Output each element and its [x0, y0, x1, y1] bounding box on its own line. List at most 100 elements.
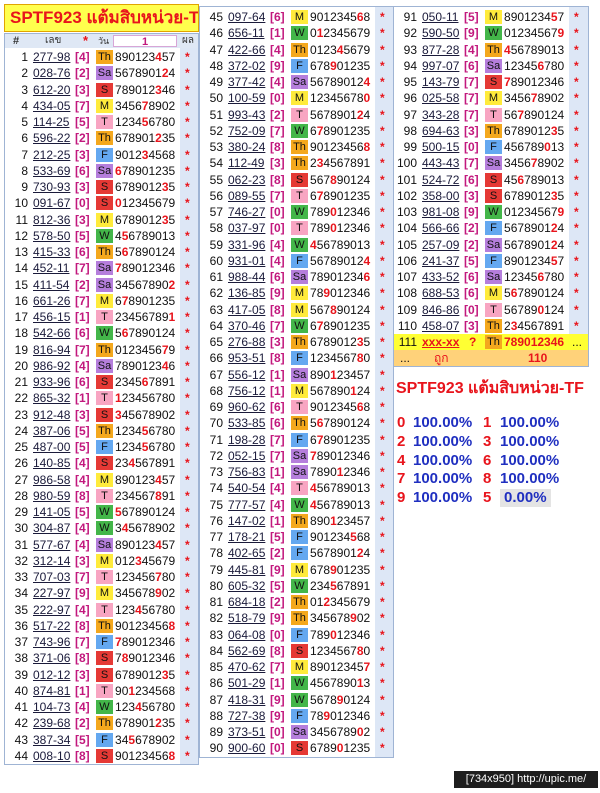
day-badge: W — [291, 676, 308, 691]
table-row: 62 136-85 [9] M 789012346 * — [195, 285, 391, 301]
header-filter-box: 1 — [113, 35, 177, 48]
bracket-digit: [2] — [464, 221, 479, 236]
table-row: 2 028-76 [2] Sa 567890124 * — [0, 65, 196, 81]
draw-code: 993-43 — [228, 107, 266, 122]
bracket-digit: [7] — [270, 432, 285, 447]
hit-mark: * — [185, 212, 190, 227]
digit-string: 012345679 — [310, 595, 371, 609]
stat-digit: 7 — [397, 470, 406, 488]
day-badge: M — [485, 10, 502, 24]
digit-string: 567890124 — [310, 75, 371, 89]
bracket-digit: [3] — [75, 553, 90, 568]
hit-mark: * — [380, 465, 385, 479]
hit-mark: * — [380, 91, 385, 106]
draw-code: 933-96 — [33, 375, 71, 389]
hit-mark: * — [380, 546, 385, 561]
bracket-digit: [3] — [464, 318, 479, 333]
row-number: 9 — [21, 180, 28, 194]
row-number: 58 — [209, 221, 223, 236]
day-badge: S — [96, 375, 113, 389]
bracket-digit: [7] — [270, 123, 285, 138]
table-row: 105 257-09 [2] Sa 567890124 * — [389, 237, 585, 253]
day-badge: T — [485, 107, 502, 122]
day-badge: Sa — [291, 448, 308, 463]
hit-column-strip — [569, 7, 588, 334]
bracket-digit: [5] — [75, 228, 90, 243]
bracket-digit: [4] — [75, 602, 90, 617]
hit-mark: * — [380, 676, 385, 691]
digit-string: 345678902 — [504, 156, 565, 171]
hit-mark: * — [380, 562, 385, 577]
day-badge: F — [291, 351, 308, 366]
stat-digit: 8 — [483, 470, 492, 488]
digit-string: 789012346 — [115, 261, 176, 276]
bracket-digit: [0] — [270, 741, 285, 756]
bracket-digit: [2] — [270, 595, 285, 609]
hit-mark: * — [185, 391, 190, 406]
day-badge: F — [96, 732, 113, 747]
digit-string: 345678902 — [115, 732, 176, 747]
digit-string: 567890124 — [504, 302, 565, 317]
draw-code: 458-07 — [422, 318, 460, 333]
digit-string: 234567891 — [115, 488, 176, 503]
row-number: 70 — [209, 416, 223, 431]
digit-string: 678901235 — [504, 123, 565, 138]
row-number: 26 — [14, 456, 28, 471]
day-badge: M — [96, 98, 113, 113]
table-row: 109 846-86 [0] T 567890124 * — [389, 302, 585, 318]
draw-code: 050-11 — [422, 10, 459, 24]
hit-mark: * — [380, 270, 385, 284]
digit-string: 890123457 — [504, 10, 565, 24]
bracket-digit: [9] — [270, 58, 285, 73]
hit-mark: * — [380, 530, 385, 544]
day-badge: M — [485, 91, 502, 106]
bracket-digit: [2] — [75, 277, 90, 292]
bracket-digit: [0] — [270, 91, 285, 106]
draw-code: 865-32 — [33, 391, 71, 406]
bracket-digit: [8] — [75, 618, 90, 633]
draw-code: 456-15 — [33, 310, 71, 324]
table-row: 27 986-58 [4] M 890123457 * — [0, 472, 196, 488]
hit-mark: * — [185, 115, 190, 129]
digit-string: 789012346 — [504, 75, 565, 89]
day-badge: Sa — [291, 367, 308, 382]
hit-mark: * — [380, 253, 385, 268]
row-number: 91 — [403, 10, 417, 24]
table-row: 36 517-22 [8] Th 901234568 * — [0, 618, 196, 634]
bracket-digit: [6] — [75, 326, 90, 341]
hit-mark: * — [380, 302, 385, 317]
draw-code: 846-86 — [422, 302, 460, 317]
digit-string: 345678902 — [310, 611, 371, 626]
draw-code: 147-02 — [228, 513, 266, 528]
pending-row: 111 xxx-xx ? Th 789012346 ... — [389, 334, 585, 350]
row-number: 65 — [209, 335, 223, 349]
digit-string: 123456780 — [115, 602, 176, 617]
stat-percent: 100.00% — [413, 470, 473, 488]
bracket-digit: [6] — [464, 270, 479, 284]
row-number: 32 — [14, 553, 28, 568]
table-row: 67 556-12 [1] Sa 890123457 * — [195, 367, 391, 383]
bracket-digit: [3] — [75, 147, 90, 162]
table-row: 88 727-38 [9] F 789012346 * — [195, 708, 391, 724]
bracket-digit: [5] — [270, 578, 285, 593]
digit-string: 789012346 — [115, 635, 176, 649]
table-row: 83 064-08 [0] F 789012346 * — [195, 627, 391, 643]
hit-mark: * — [185, 570, 190, 584]
bracket-digit: [7] — [75, 261, 90, 276]
table-row: 8 533-69 [6] Sa 678901235 * — [0, 163, 196, 179]
draw-code: 533-85 — [228, 416, 266, 431]
hit-mark: * — [185, 667, 190, 682]
day-badge: Th — [291, 611, 308, 626]
bracket-digit: [1] — [75, 683, 90, 698]
row-number: 67 — [209, 367, 223, 382]
table-row: 78 402-65 [2] F 567890124 * — [195, 545, 391, 561]
row-number: 40 — [14, 683, 28, 698]
table-row: 23 912-48 [3] S 345678902 * — [0, 407, 196, 423]
hit-mark: * — [574, 140, 579, 154]
digit-string: 901234568 — [115, 683, 176, 698]
row-number: 64 — [209, 318, 223, 333]
digit-string: 012345679 — [310, 26, 371, 41]
day-badge: Th — [291, 335, 308, 349]
day-badge: F — [485, 140, 502, 154]
day-badge: W — [96, 326, 113, 341]
